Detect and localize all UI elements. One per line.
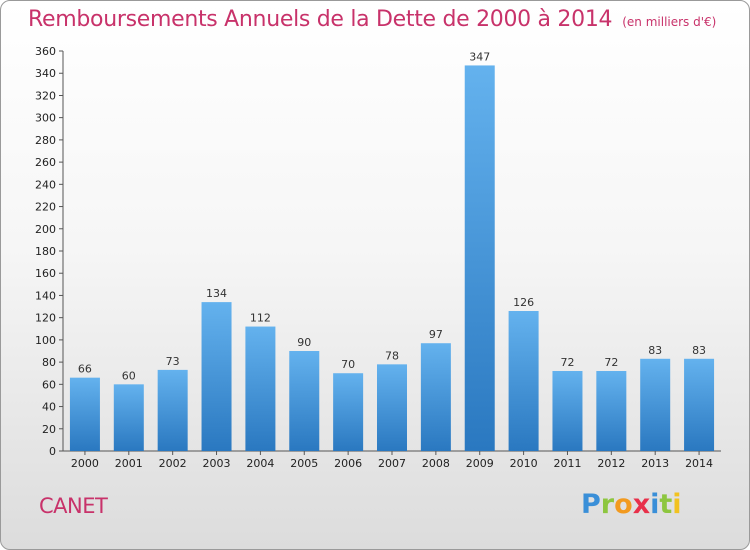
- x-tick-label: 2011: [553, 457, 581, 470]
- y-tick-label: 240: [35, 178, 56, 191]
- y-tick-label: 360: [35, 45, 56, 58]
- logo-letter: x: [632, 489, 651, 520]
- x-tick-label: 2009: [466, 457, 494, 470]
- bar: [377, 364, 407, 451]
- y-tick-label: 300: [35, 112, 56, 125]
- data-label: 347: [469, 50, 490, 63]
- bar: [552, 371, 583, 451]
- y-tick-label: 60: [42, 378, 56, 391]
- y-tick-label: 320: [35, 89, 56, 102]
- data-label: 126: [513, 296, 534, 309]
- x-tick-label: 2004: [246, 457, 274, 470]
- y-tick-label: 100: [35, 334, 56, 347]
- x-tick-label: 2012: [597, 457, 625, 470]
- data-label: 73: [166, 355, 180, 368]
- bar: [69, 377, 100, 451]
- x-tick-label: 2013: [641, 457, 669, 470]
- y-tick-label: 340: [35, 67, 56, 80]
- data-label: 72: [604, 356, 618, 369]
- x-tick-label: 2008: [422, 457, 450, 470]
- data-label: 72: [560, 356, 574, 369]
- y-tick-label: 120: [35, 312, 56, 325]
- commune-name: CANET: [39, 494, 108, 518]
- x-tick-label: 2010: [510, 457, 538, 470]
- y-tick-label: 140: [35, 289, 56, 302]
- data-label: 83: [648, 344, 662, 357]
- y-tick-label: 160: [35, 267, 56, 280]
- bar: [333, 373, 364, 451]
- x-tick-label: 2005: [290, 457, 318, 470]
- y-tick-label: 20: [42, 423, 56, 436]
- chart-title-text: Remboursements Annuels de la Dette de 20…: [28, 7, 613, 32]
- bar: [684, 358, 715, 451]
- data-label: 66: [78, 363, 92, 376]
- bar: [157, 369, 188, 451]
- bar: [420, 343, 451, 451]
- bar: [464, 65, 495, 451]
- y-tick-label: 40: [42, 401, 56, 414]
- y-tick-label: 0: [49, 445, 56, 458]
- y-tick-label: 280: [35, 134, 56, 147]
- y-tick-label: 260: [35, 156, 56, 169]
- logo-letter: P: [581, 489, 601, 520]
- data-label: 134: [206, 287, 227, 300]
- y-tick-label: 200: [35, 223, 56, 236]
- bar: [201, 302, 232, 451]
- bar: [245, 326, 276, 451]
- logo-letter: i: [650, 489, 660, 520]
- y-tick-label: 180: [35, 245, 56, 258]
- x-tick-label: 2006: [334, 457, 362, 470]
- bar: [640, 358, 671, 451]
- logo-letter: i: [672, 489, 682, 520]
- data-label: 78: [385, 349, 399, 362]
- x-tick-label: 2002: [159, 457, 187, 470]
- chart-title: Remboursements Annuels de la Dette de 20…: [28, 7, 716, 32]
- bar: [113, 384, 144, 451]
- data-label: 90: [297, 336, 311, 349]
- bar: [596, 371, 627, 451]
- x-tick-label: 2014: [685, 457, 713, 470]
- chart-subtitle: (en milliers d'€): [622, 15, 717, 29]
- data-label: 112: [250, 312, 271, 325]
- logo-letter: r: [600, 489, 615, 520]
- logo-letter: t: [659, 489, 673, 520]
- logo-letter: o: [614, 489, 633, 520]
- x-tick-label: 2003: [203, 457, 231, 470]
- x-tick-label: 2001: [115, 457, 143, 470]
- bar: [508, 311, 539, 451]
- data-label: 60: [122, 369, 136, 382]
- data-label: 97: [429, 328, 443, 341]
- bar: [289, 351, 320, 451]
- x-tick-label: 2007: [378, 457, 406, 470]
- y-tick-label: 80: [42, 356, 56, 369]
- data-label: 70: [341, 358, 355, 371]
- proxiti-logo: Proxiti: [581, 489, 682, 520]
- data-label: 83: [692, 344, 706, 357]
- y-tick-label: 220: [35, 201, 56, 214]
- x-tick-label: 2000: [71, 457, 99, 470]
